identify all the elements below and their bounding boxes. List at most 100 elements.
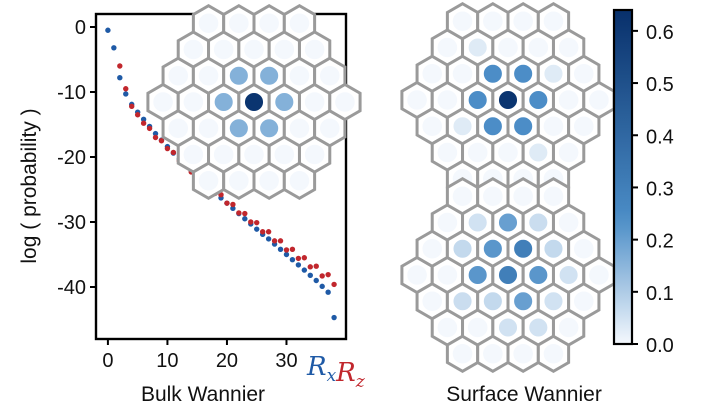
data-point-x	[105, 27, 111, 33]
occupation-dot	[228, 65, 250, 87]
occupation-dot	[482, 63, 504, 85]
occupation-dot	[183, 39, 204, 60]
data-point-z	[307, 264, 313, 270]
colorbar-tick-label: 0.0	[646, 335, 674, 357]
data-point-z	[242, 210, 248, 217]
occupation-dot	[437, 212, 458, 233]
occupation-dot	[244, 39, 264, 60]
colorbar-tick-label: 0.3	[646, 178, 674, 200]
occupation-dot	[527, 89, 549, 111]
data-point-z	[140, 120, 147, 126]
occupation-dot	[558, 264, 580, 286]
occupation-dot	[259, 13, 279, 34]
data-point-x	[140, 116, 147, 123]
x-tick-label: 20	[216, 350, 238, 372]
occupation-dot	[183, 92, 204, 112]
occupation-dot	[542, 63, 565, 85]
data-point-z	[134, 112, 141, 118]
data-point-z	[325, 271, 331, 278]
occupation-dot	[558, 212, 579, 233]
occupation-dot	[558, 90, 579, 110]
occupation-dot	[573, 291, 594, 312]
data-point-x	[325, 289, 331, 295]
occupation-dot	[213, 144, 234, 165]
occupation-dot	[483, 11, 503, 32]
data-point-z	[170, 149, 177, 156]
occupation-dot	[513, 343, 533, 364]
hex-heatmaps	[146, 2, 616, 373]
occupation-dot	[274, 39, 295, 60]
data-point-z	[164, 145, 171, 152]
data-point-x	[331, 314, 337, 321]
occupation-dot	[498, 142, 518, 163]
occupation-dot	[512, 115, 534, 137]
occupation-dot	[289, 170, 310, 191]
occupation-dot	[513, 11, 533, 32]
occupation-dot	[422, 291, 443, 312]
occupation-dot	[467, 211, 489, 234]
occupation-dot	[259, 170, 279, 191]
data-point-z	[283, 247, 290, 253]
occupation-dot	[452, 186, 473, 207]
data-point-z	[248, 219, 254, 225]
occupation-dot	[542, 238, 565, 260]
data-point-x	[295, 262, 302, 268]
occupation-dot	[482, 238, 504, 260]
data-point-z	[271, 238, 278, 244]
occupation-dot	[542, 290, 565, 312]
data-point-z	[331, 281, 337, 288]
occupation-dot	[452, 343, 473, 364]
occupation-dot	[243, 91, 265, 113]
x-tick-label: 10	[156, 350, 178, 372]
occupation-dot	[527, 316, 549, 339]
colorbar-tick-label: 0.5	[646, 74, 674, 96]
occupation-dot	[498, 37, 518, 58]
hex-panel-surface-top	[400, 2, 616, 198]
y-tick-label: -20	[57, 147, 86, 169]
occupation-dot	[198, 118, 219, 139]
data-point-z	[224, 200, 230, 206]
occupation-dot	[274, 144, 295, 165]
occupation-dot	[213, 91, 235, 113]
occupation-dot	[289, 118, 310, 139]
series-labels: RxRz	[306, 352, 366, 392]
data-point-z	[277, 238, 284, 244]
data-point-x	[319, 283, 325, 290]
occupation-dot	[452, 11, 473, 32]
occupation-dot	[335, 92, 355, 112]
occupation-dot	[422, 238, 443, 259]
series-label-main: R	[335, 358, 356, 388]
scatter-chart: 0 10 20 30 0 -10 -20 -30 -40 RxRz	[57, 12, 366, 392]
occupation-dot	[483, 186, 503, 207]
data-point-z	[129, 103, 135, 110]
data-point-z	[313, 263, 319, 269]
series-label-sub: x	[327, 366, 337, 386]
data-point-z	[319, 273, 325, 279]
occupation-dot	[512, 238, 534, 260]
data-point-x	[117, 75, 123, 81]
series-z	[117, 63, 337, 288]
occupation-dot	[589, 90, 609, 110]
occupation-dot	[543, 11, 564, 32]
x-tick-label: 0	[102, 350, 113, 372]
occupation-dot	[168, 118, 189, 139]
series-label-sub: z	[355, 372, 366, 392]
occupation-dot	[422, 116, 443, 137]
data-point-x	[283, 251, 290, 258]
data-point-z	[265, 229, 272, 235]
data-point-z	[259, 229, 266, 235]
occupation-dot	[304, 92, 325, 112]
data-point-x	[242, 216, 248, 222]
occupation-dot	[213, 39, 234, 60]
data-point-x	[289, 257, 296, 263]
occupation-dot	[483, 343, 503, 364]
occupation-dot	[228, 117, 250, 139]
x-axis-title: Bulk Wannier	[141, 383, 265, 406]
colorbar-tick-label: 0.4	[646, 126, 674, 148]
x-tick-label: 30	[275, 350, 297, 372]
occupation-dot	[153, 92, 173, 112]
occupation-dot	[198, 65, 219, 86]
data-point-z	[289, 246, 296, 252]
y-tick-label: -30	[57, 212, 86, 234]
occupation-dot	[558, 37, 579, 58]
